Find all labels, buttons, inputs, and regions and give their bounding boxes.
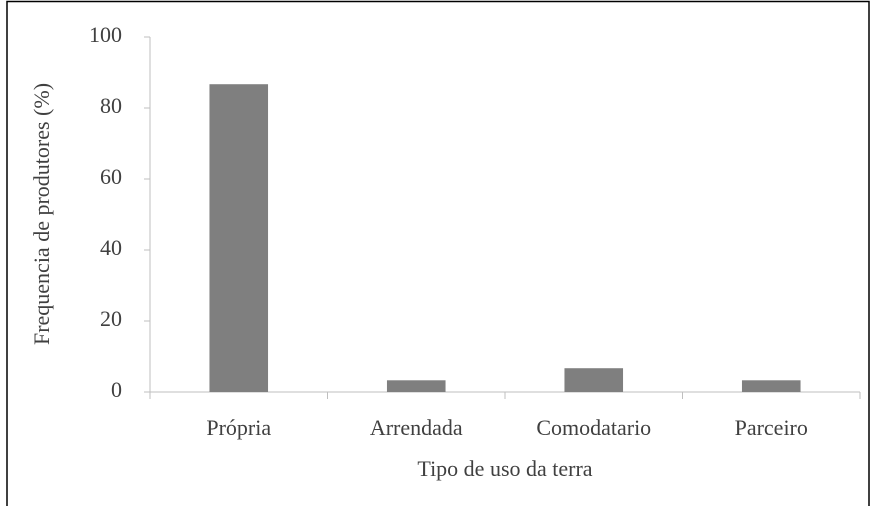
x-tick-label: Própria bbox=[206, 415, 271, 440]
y-tick-label: 40 bbox=[100, 235, 122, 260]
bar bbox=[741, 380, 801, 392]
bar bbox=[386, 380, 446, 392]
bar bbox=[209, 84, 269, 392]
y-axis-title: Frequencia de produtores (%) bbox=[29, 83, 54, 345]
y-tick-label: 80 bbox=[100, 93, 122, 118]
y-tick-label: 100 bbox=[89, 22, 122, 47]
frame bbox=[6, 0, 870, 506]
x-tick-label: Arrendada bbox=[370, 415, 463, 440]
x-tick-label: Comodatario bbox=[536, 415, 651, 440]
x-axis-title: Tipo de uso da terra bbox=[417, 456, 592, 481]
bar bbox=[564, 368, 624, 392]
x-tick-label: Parceiro bbox=[735, 415, 808, 440]
y-tick-label: 0 bbox=[111, 377, 122, 402]
y-tick-label: 60 bbox=[100, 164, 122, 189]
y-tick-label: 20 bbox=[100, 306, 122, 331]
